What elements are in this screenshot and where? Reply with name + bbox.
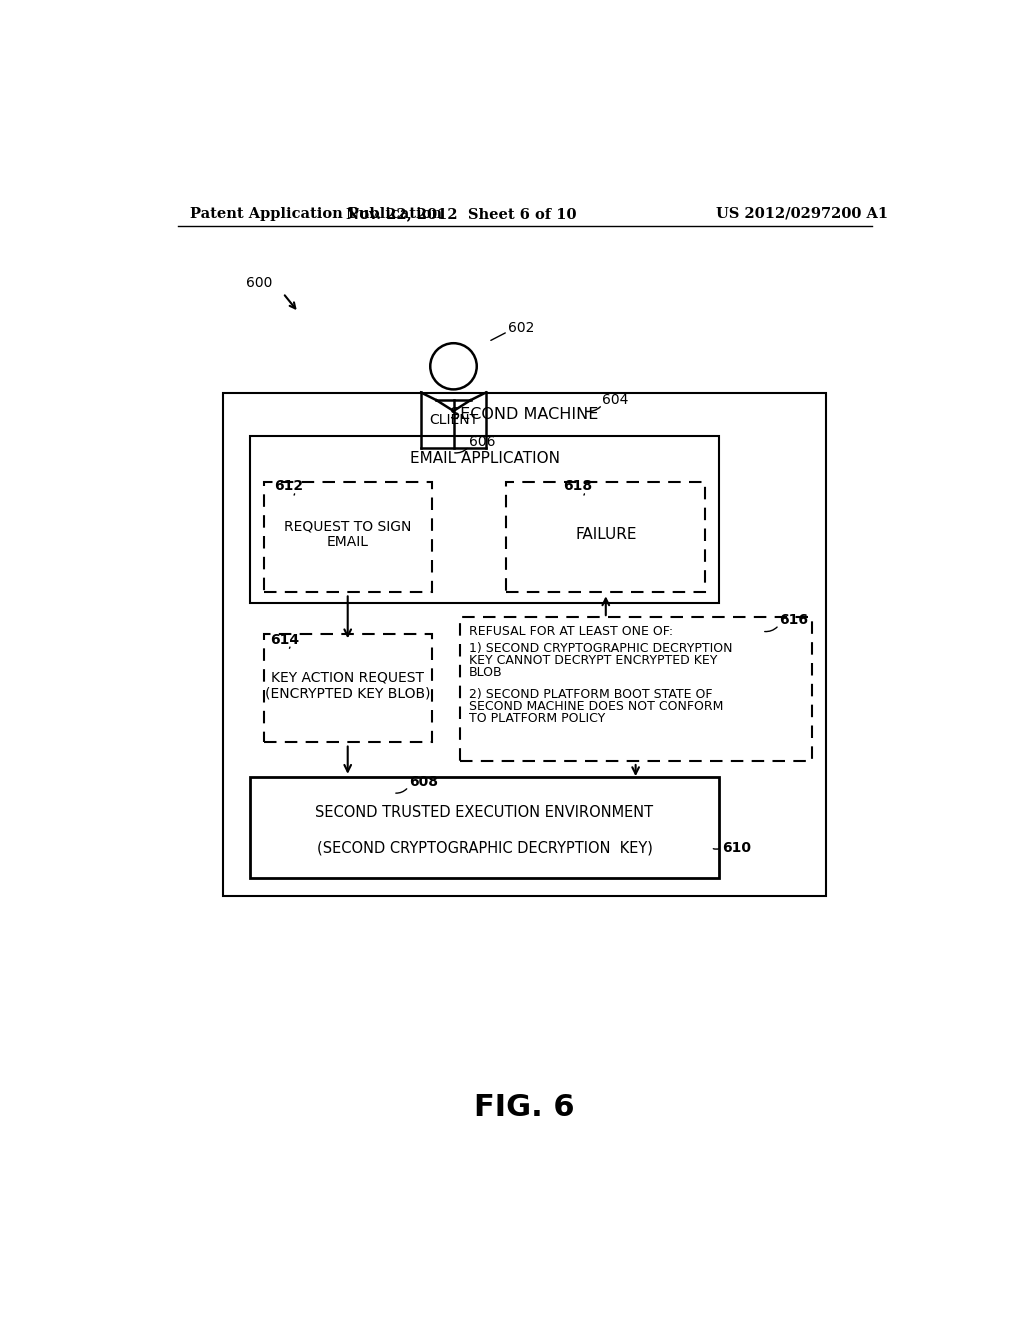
Text: 614: 614 <box>270 632 299 647</box>
Text: 602: 602 <box>508 321 535 335</box>
Text: EMAIL APPLICATION: EMAIL APPLICATION <box>410 451 559 466</box>
Text: 616: 616 <box>779 614 808 627</box>
Bar <box>251 436 719 603</box>
Text: 600: 600 <box>246 276 272 290</box>
Text: Patent Application Publication: Patent Application Publication <box>190 207 442 220</box>
Bar <box>251 776 719 878</box>
Text: 608: 608 <box>410 775 438 789</box>
Text: CLIENT: CLIENT <box>429 413 478 428</box>
Text: REQUEST TO SIGN
EMAIL: REQUEST TO SIGN EMAIL <box>284 519 412 549</box>
Text: BLOB: BLOB <box>469 667 503 680</box>
Text: KEY CANNOT DECRYPT ENCRYPTED KEY: KEY CANNOT DECRYPT ENCRYPTED KEY <box>469 653 718 667</box>
Text: TO PLATFORM POLICY: TO PLATFORM POLICY <box>469 713 605 726</box>
Text: FAILURE: FAILURE <box>575 527 637 541</box>
Text: 610: 610 <box>722 841 751 854</box>
Text: 604: 604 <box>602 393 629 407</box>
Text: SECOND MACHINE: SECOND MACHINE <box>450 408 598 422</box>
Bar <box>506 482 706 591</box>
Text: FIG. 6: FIG. 6 <box>474 1093 575 1122</box>
Text: SECOND MACHINE DOES NOT CONFORM: SECOND MACHINE DOES NOT CONFORM <box>469 700 723 713</box>
Text: REFUSAL FOR AT LEAST ONE OF:: REFUSAL FOR AT LEAST ONE OF: <box>469 624 673 638</box>
Bar <box>222 393 825 896</box>
Bar <box>460 616 812 760</box>
Bar <box>263 635 432 742</box>
Text: 1) SECOND CRYPTOGRAPHIC DECRYPTION: 1) SECOND CRYPTOGRAPHIC DECRYPTION <box>469 642 732 655</box>
Text: 618: 618 <box>563 479 593 494</box>
Text: 2) SECOND PLATFORM BOOT STATE OF: 2) SECOND PLATFORM BOOT STATE OF <box>469 688 713 701</box>
Bar <box>263 482 432 591</box>
Text: KEY ACTION REQUEST
(ENCRYPTED KEY BLOB): KEY ACTION REQUEST (ENCRYPTED KEY BLOB) <box>265 671 430 701</box>
Text: Nov. 22, 2012  Sheet 6 of 10: Nov. 22, 2012 Sheet 6 of 10 <box>346 207 577 220</box>
Text: 612: 612 <box>273 479 303 494</box>
Text: (SECOND CRYPTOGRAPHIC DECRYPTION  KEY): (SECOND CRYPTOGRAPHIC DECRYPTION KEY) <box>316 840 652 855</box>
Text: SECOND TRUSTED EXECUTION ENVIRONMENT: SECOND TRUSTED EXECUTION ENVIRONMENT <box>315 805 653 821</box>
Text: 606: 606 <box>469 434 496 449</box>
Text: US 2012/0297200 A1: US 2012/0297200 A1 <box>716 207 888 220</box>
